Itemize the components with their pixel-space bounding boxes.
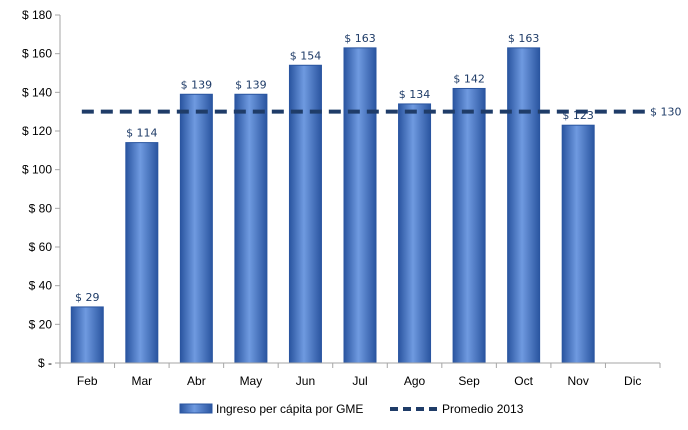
x-axis: Feb Mar Abr May Jun Jul Ago Sep Oct Nov Dic: [59, 362, 661, 388]
x-tick-label: Sep: [458, 374, 480, 388]
bar-data-label: $ 29: [75, 291, 100, 304]
bar: [234, 93, 268, 364]
x-tick-label: Dic: [624, 374, 641, 388]
y-tick-label: $ 80: [29, 201, 53, 215]
bar: [561, 124, 595, 364]
bar: [179, 93, 213, 364]
y-axis: $ - $ 20 $ 40 $ 60 $ 80 $ 100 $ 120 $ 140 $ 160 $…: [22, 8, 61, 370]
x-tick-label: Feb: [77, 374, 98, 388]
bar: [343, 47, 377, 364]
x-tick-label: Mar: [131, 374, 152, 388]
y-tick-label: $ 60: [29, 240, 53, 254]
bar: [70, 306, 104, 364]
x-tick-label: Jun: [296, 374, 315, 388]
y-tick-label: $ 140: [22, 85, 52, 99]
bars: $ 29 $ 114 $ 139 $ 139 $ 154 $ 163 $ 134 $ 142 $…: [70, 32, 595, 364]
bar-data-label: $ 114: [126, 127, 158, 140]
bar: [452, 87, 486, 364]
x-tick-label: Jul: [352, 374, 367, 388]
bar: [288, 64, 322, 364]
legend-bar-label: Ingreso per cápita por GME: [216, 402, 363, 416]
bar: [398, 103, 432, 364]
bar-data-label: $ 142: [453, 72, 485, 85]
bar-data-label: $ 163: [344, 32, 376, 45]
x-tick-label: Ago: [404, 374, 426, 388]
legend: Ingreso per cápita por GME Promedio 2013: [179, 402, 524, 416]
y-tick-label: $ 160: [22, 47, 52, 61]
bar: [507, 47, 541, 364]
legend-bar-swatch: [179, 403, 213, 414]
y-tick-label: $ 100: [22, 163, 52, 177]
x-tick-label: Nov: [568, 374, 589, 388]
y-tick-label: $ 40: [29, 279, 53, 293]
bar-data-label: $ 139: [181, 78, 213, 91]
legend-line-label: Promedio 2013: [442, 402, 524, 416]
bar-data-label: $ 154: [290, 49, 322, 62]
average-line: $ 130: [81, 106, 682, 119]
y-tick-label: $ 180: [22, 8, 52, 22]
y-tick-label: $ 120: [22, 124, 52, 138]
y-tick-label: $ -: [38, 356, 52, 370]
bar: [125, 142, 159, 364]
bar-data-label: $ 134: [399, 88, 431, 101]
y-tick-label: $ 20: [29, 317, 53, 331]
average-line-label: $ 130: [650, 106, 682, 119]
bar-data-label: $ 163: [508, 32, 540, 45]
x-tick-label: May: [240, 374, 263, 388]
bar-data-label: $ 139: [235, 78, 267, 91]
x-tick-label: Oct: [514, 374, 533, 388]
x-tick-label: Abr: [187, 374, 206, 388]
